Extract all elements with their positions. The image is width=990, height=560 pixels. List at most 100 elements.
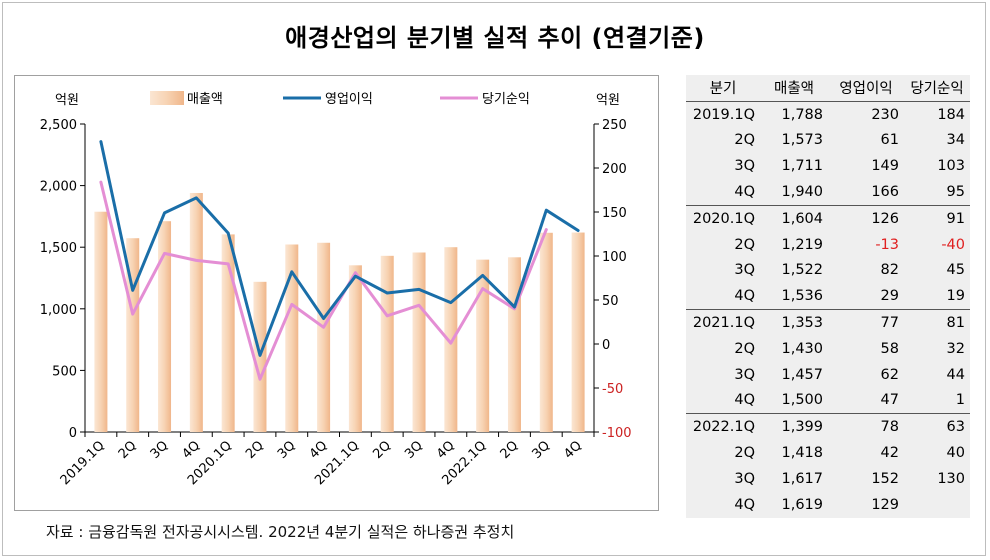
left-tick-label: 500 [52,364,77,379]
cell-quarter: 2Q [734,445,755,462]
x-tick-label: 2Q [116,438,140,462]
bar-revenue [94,211,108,432]
table-row: 3Q 1,617 152 130 [686,466,970,492]
chart-title: 애경산업의 분기별 실적 추이 (연결기준) [285,24,705,52]
cell-operating-profit: 149 [871,158,899,175]
left-axis-unit: 억원 [55,93,79,108]
bar-revenue [348,265,362,432]
bar-revenue [285,244,299,432]
legend-label-net-income: 당기순익 [482,92,530,107]
cell-operating-profit: 61 [880,132,899,149]
cell-net-income: 1 [904,387,970,415]
right-tick-label: -50 [602,382,623,397]
cell-revenue: 1,617 [781,470,823,487]
cell-net-income: 34 [946,132,965,149]
left-tick-label: 1,500 [40,241,77,256]
source-note: 자료 : 금융감독원 전자공시시스템. 2022년 4분기 실적은 하나증권 추… [46,523,515,541]
table-row: 2021.1Q 1,353 77 81 [686,310,970,336]
table-row: 3Q 1,711 149 103 [686,153,970,179]
cell-quarter: 3Q [734,158,755,175]
x-tick-label: 2Q [243,438,267,462]
x-tick-label: 2Q [498,438,522,462]
bar-revenue [253,281,267,432]
cell-quarter: 4Q [686,387,760,415]
x-tick-label: 3Q [529,438,553,462]
bar-revenue [444,247,458,432]
cell-quarter: 2Q [734,236,755,253]
cell-revenue: 1,619 [781,496,823,513]
left-tick-label: 1,000 [40,303,77,318]
cell-operating-profit: 58 [880,340,899,357]
cell-revenue: 1,711 [781,158,823,175]
right-tick-label: -100 [602,426,632,441]
bar-revenue [158,221,172,432]
cell-quarter: 4Q [686,283,760,311]
cell-operating-profit: 47 [828,387,904,415]
cell-quarter: 2022.1Q [692,419,755,436]
right-tick-label: 250 [602,118,627,133]
cell-revenue: 1,536 [760,283,828,311]
cell-net-income [904,492,970,518]
cell-net-income: 130 [937,470,965,487]
cell-revenue: 1,399 [781,419,823,436]
cell-quarter: 2020.1Q [692,210,755,227]
table-header-row: 분기 매출액 영업이익 당기순익 [686,75,970,102]
bar-revenue [476,259,490,432]
cell-operating-profit: 42 [880,445,899,462]
left-tick-label: 2,000 [40,180,77,195]
cell-net-income: 81 [946,315,965,332]
cell-net-income: 32 [946,340,965,357]
cell-quarter: 4Q [734,496,755,513]
cell-operating-profit: 126 [871,210,899,227]
x-tick-label: 3Q [402,438,426,462]
cell-operating-profit: 78 [880,419,899,436]
x-tick-label: 2Q [370,438,394,462]
cell-revenue: 1,573 [781,132,823,149]
header-quarter: 분기 [686,75,760,102]
x-tick-label: 4Q [434,438,458,462]
cell-net-income: 40 [946,445,965,462]
header-net-income: 당기순익 [904,75,970,102]
legend-label-operating-profit: 영업이익 [325,92,373,107]
cell-revenue: 1,500 [760,387,828,415]
table-row: 2020.1Q 1,604 126 91 [686,205,970,231]
bar-revenue [571,232,585,432]
cell-operating-profit: 129 [871,496,899,513]
cell-operating-profit: 166 [828,179,904,206]
header-revenue: 매출액 [760,75,828,102]
right-tick-label: 0 [602,338,610,353]
cell-revenue: 1,522 [781,262,823,279]
cell-net-income: -40 [941,236,965,253]
right-axis-unit: 억원 [596,93,620,108]
x-tick-label: 2019.1Q [58,438,108,488]
line-operating-profit [99,140,580,357]
bar-revenue [380,255,394,432]
cell-revenue: 1,353 [781,315,823,332]
left-tick-label: 0 [69,426,77,441]
cell-net-income: 19 [904,283,970,311]
cell-revenue: 1,457 [781,366,823,383]
cell-net-income: 45 [946,262,965,279]
cell-revenue: 1,418 [781,445,823,462]
cell-net-income: 91 [946,210,965,227]
cell-quarter: 2Q [734,132,755,149]
cell-net-income: 184 [937,106,965,123]
right-tick-label: 100 [602,250,627,265]
cell-revenue: 1,430 [781,340,823,357]
cell-quarter: 3Q [734,366,755,383]
cell-operating-profit: 77 [880,315,899,332]
table-row: 2022.1Q 1,399 78 63 [686,414,970,440]
cell-quarter: 3Q [734,470,755,487]
x-tick-label: 3Q [275,438,299,462]
table-row: 4Q 1,619 129 [686,492,970,518]
table-row: 2Q 1,430 58 32 [686,336,970,362]
cell-quarter: 4Q [686,179,760,206]
cell-operating-profit: 152 [871,470,899,487]
table-row: 3Q 1,522 82 45 [686,258,970,284]
bar-revenue [412,252,426,432]
table-row: 3Q 1,457 62 44 [686,362,970,388]
cell-quarter: 2021.1Q [692,315,755,332]
cell-quarter: 2019.1Q [692,106,755,123]
table-row: 4Q 1,940 166 95 [686,179,970,206]
